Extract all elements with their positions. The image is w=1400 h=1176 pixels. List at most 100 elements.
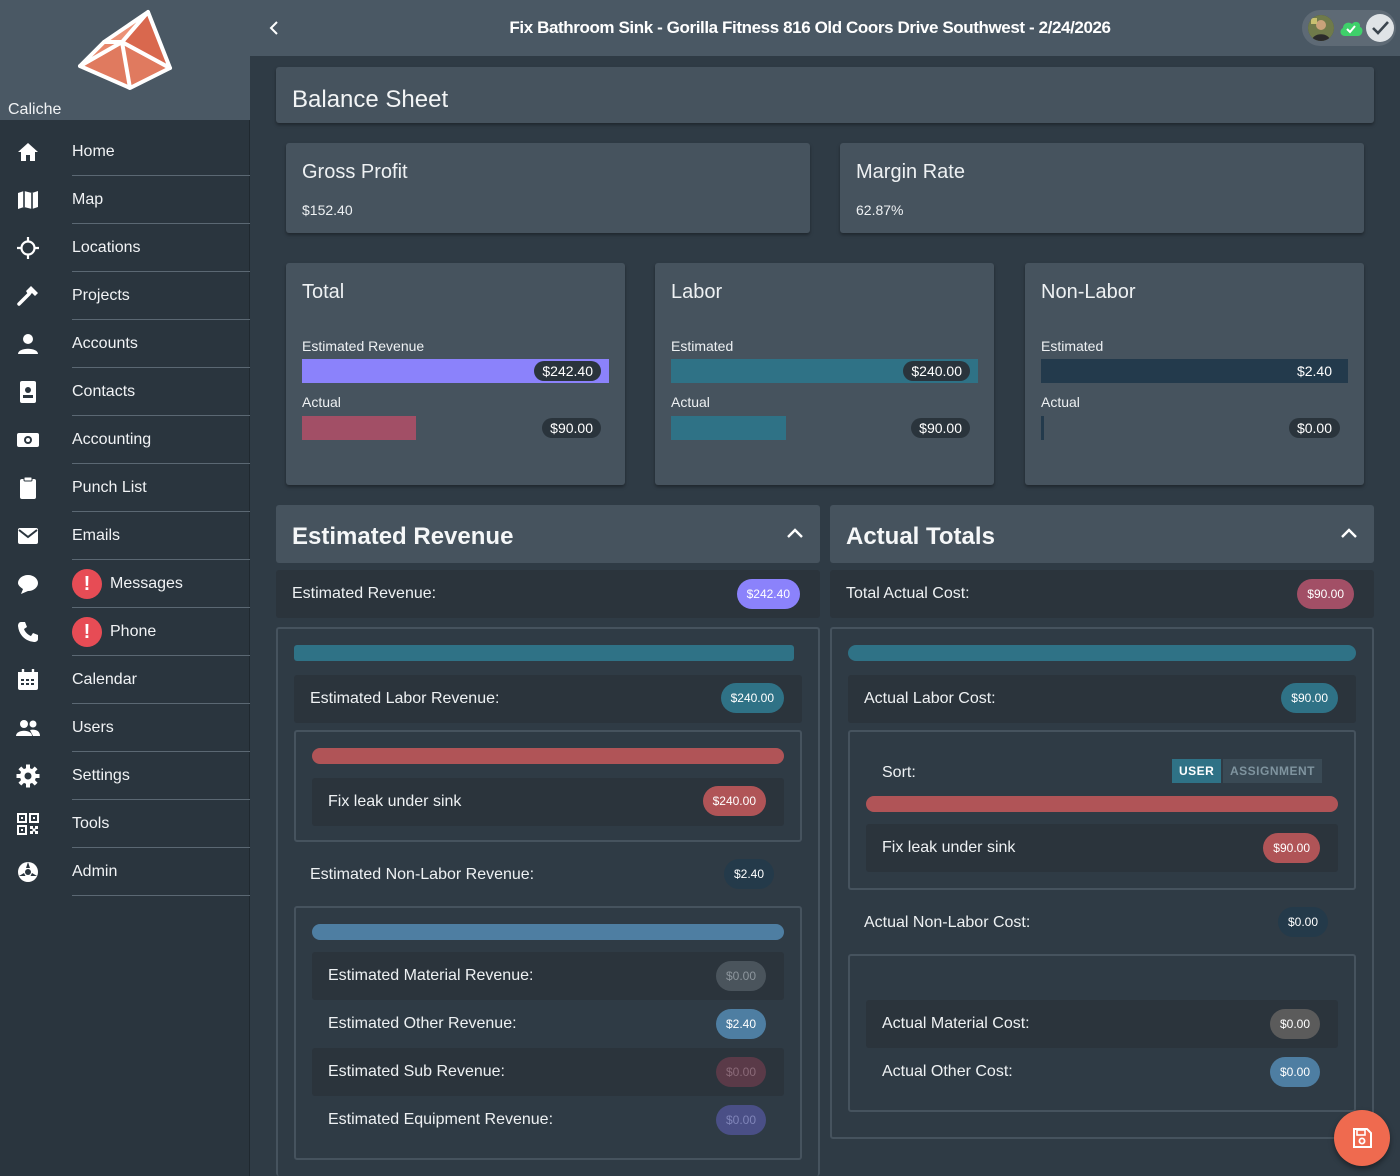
actual-labor-items-panel: Sort: USER ASSIGNMENT Fix leak under sin… <box>848 730 1356 890</box>
nonlabor-item-row: Estimated Equipment Revenue: $0.00 <box>312 1096 784 1144</box>
back-button[interactable] <box>264 16 284 40</box>
divider <box>72 367 250 368</box>
sidebar-item-contacts[interactable]: Contacts <box>0 368 250 416</box>
sidebar-item-locations[interactable]: Locations <box>0 224 250 272</box>
estimated-label: Estimated <box>671 338 734 354</box>
hammer-icon <box>16 284 40 308</box>
nonlabor-actual-value: $0.00 <box>1288 418 1340 438</box>
sidebar-item-label: Accounting <box>72 431 152 448</box>
divider <box>72 607 250 608</box>
actual-nonlabor-items-panel: Actual Material Cost: $0.00 Actual Other… <box>848 954 1356 1112</box>
sidebar-item-admin[interactable]: Admin <box>0 848 250 896</box>
divider <box>72 655 250 656</box>
nonlabor-item-chip: $0.00 <box>715 1105 766 1135</box>
sidebar-item-messages[interactable]: ! Messages <box>0 560 250 608</box>
actual-nonlabor-cost-row: Actual Non-Labor Cost: $0.00 <box>848 899 1356 947</box>
brand-area[interactable]: Caliche <box>0 0 250 120</box>
cloud-check-icon <box>1340 21 1363 36</box>
total-actual-value: $90.00 <box>542 418 601 438</box>
estimated-revenue-chip: $242.40 <box>736 579 800 609</box>
margin-rate-title: Margin Rate <box>856 161 965 183</box>
labor-item-row[interactable]: Fix leak under sink $240.00 <box>312 778 784 826</box>
avatar[interactable] <box>1308 15 1334 41</box>
margin-rate-value: 62.87% <box>856 202 904 218</box>
nonlabor-item-label: Estimated Equipment Revenue: <box>328 1111 554 1128</box>
divider <box>72 847 250 848</box>
sort-assignment-button[interactable]: ASSIGNMENT <box>1223 759 1323 783</box>
gross-profit-card: Gross Profit $152.40 <box>286 143 810 233</box>
divider <box>72 799 250 800</box>
sidebar-item-users[interactable]: Users <box>0 704 250 752</box>
status-pill[interactable] <box>1302 10 1396 46</box>
labor-item-row[interactable]: Fix leak under sink $90.00 <box>866 824 1338 872</box>
sidebar-item-tools[interactable]: Tools <box>0 800 250 848</box>
sort-user-button[interactable]: USER <box>1172 759 1222 783</box>
labor-item-label: Fix leak under sink <box>328 793 462 810</box>
chevron-up-icon[interactable] <box>1340 527 1358 539</box>
actual-totals-title: Actual Totals <box>846 523 995 550</box>
sidebar-item-label: Projects <box>72 287 130 304</box>
actual-label: Actual <box>1041 394 1080 410</box>
sidebar-item-label: Home <box>72 143 115 160</box>
sidebar-item-label: Messages <box>110 575 183 592</box>
mail-icon <box>16 524 40 548</box>
chevron-up-icon[interactable] <box>786 527 804 539</box>
nonlabor-item-label: Actual Material Cost: <box>882 1015 1030 1032</box>
sidebar-item-accounts[interactable]: Accounts <box>0 320 250 368</box>
labor-actual-value: $90.00 <box>911 418 970 438</box>
actual-labor-cost-label: Actual Labor Cost: <box>864 690 996 707</box>
nonlabor-item-label: Estimated Sub Revenue: <box>328 1063 505 1080</box>
labor-stripe <box>294 645 794 661</box>
caliche-logo-icon <box>78 10 172 90</box>
divider <box>72 463 250 464</box>
divider <box>72 511 250 512</box>
save-icon <box>1353 1128 1372 1148</box>
labor-card: Labor Estimated $240.00 Actual $90.00 <box>655 263 994 485</box>
calendar-icon <box>16 668 40 692</box>
labor-item-chip: $240.00 <box>702 786 766 816</box>
balance-sheet-title: Balance Sheet <box>292 86 449 113</box>
nonlabor-item-row: Estimated Sub Revenue: $0.00 <box>312 1048 784 1096</box>
sidebar-item-label: Map <box>72 191 104 208</box>
balance-sheet-header: Balance Sheet <box>276 67 1374 123</box>
estimated-revenue-panel: Estimated Labor Revenue: $240.00 Fix lea… <box>276 627 820 1176</box>
labor-item-stripe <box>312 748 784 764</box>
sidebar-item-calendar[interactable]: Calendar <box>0 656 250 704</box>
divider <box>72 223 250 224</box>
total-estimated-value: $242.40 <box>534 361 601 381</box>
sidebar-item-projects[interactable]: Projects <box>0 272 250 320</box>
divider <box>72 319 250 320</box>
sidebar-item-punch-list[interactable]: Punch List <box>0 464 250 512</box>
check-icon[interactable] <box>1366 14 1394 42</box>
sidebar-item-label: Calendar <box>72 671 137 688</box>
labor-estimated-value: $240.00 <box>903 361 970 381</box>
labor-item-stripe <box>866 796 1338 812</box>
sidebar-item-accounting[interactable]: Accounting <box>0 416 250 464</box>
actual-label: Actual <box>671 394 710 410</box>
sidebar-item-map[interactable]: Map <box>0 176 250 224</box>
actual-nonlabor-cost-label: Actual Non-Labor Cost: <box>864 914 1031 931</box>
estimated-nonlabor-revenue-label: Estimated Non-Labor Revenue: <box>310 866 535 883</box>
actual-labor-cost-row: Actual Labor Cost: $90.00 <box>848 675 1356 723</box>
estimated-revenue-header[interactable]: Estimated Revenue <box>276 505 820 563</box>
gross-profit-title: Gross Profit <box>302 161 408 183</box>
sort-label: Sort: <box>882 764 916 781</box>
save-button[interactable] <box>1334 1110 1390 1166</box>
sidebar-item-label: Contacts <box>72 383 136 400</box>
estimated-revenue-title: Estimated Revenue <box>292 523 514 550</box>
nonlabor-item-chip: $0.00 <box>1269 1009 1320 1039</box>
actual-totals-header[interactable]: Actual Totals <box>830 505 1374 563</box>
sidebar-item-settings[interactable]: Settings <box>0 752 250 800</box>
sidebar-item-home[interactable]: Home <box>0 128 250 176</box>
sidebar-item-emails[interactable]: Emails <box>0 512 250 560</box>
estimated-nonlabor-revenue-chip: $2.40 <box>723 859 774 889</box>
nonlabor-item-row: Actual Material Cost: $0.00 <box>866 1000 1338 1048</box>
nonlabor-estimated-value: $2.40 <box>1296 363 1332 379</box>
sidebar-item-phone[interactable]: ! Phone <box>0 608 250 656</box>
nonlabor-item-label: Estimated Material Revenue: <box>328 967 534 984</box>
nonlabor-item-chip: $0.00 <box>715 961 766 991</box>
estimated-nonlabor-revenue-row: Estimated Non-Labor Revenue: $2.40 <box>294 851 802 899</box>
labor-stripe <box>848 645 1356 661</box>
nonlabor-item-row: Estimated Other Revenue: $2.40 <box>312 1000 784 1048</box>
divider <box>72 175 250 176</box>
